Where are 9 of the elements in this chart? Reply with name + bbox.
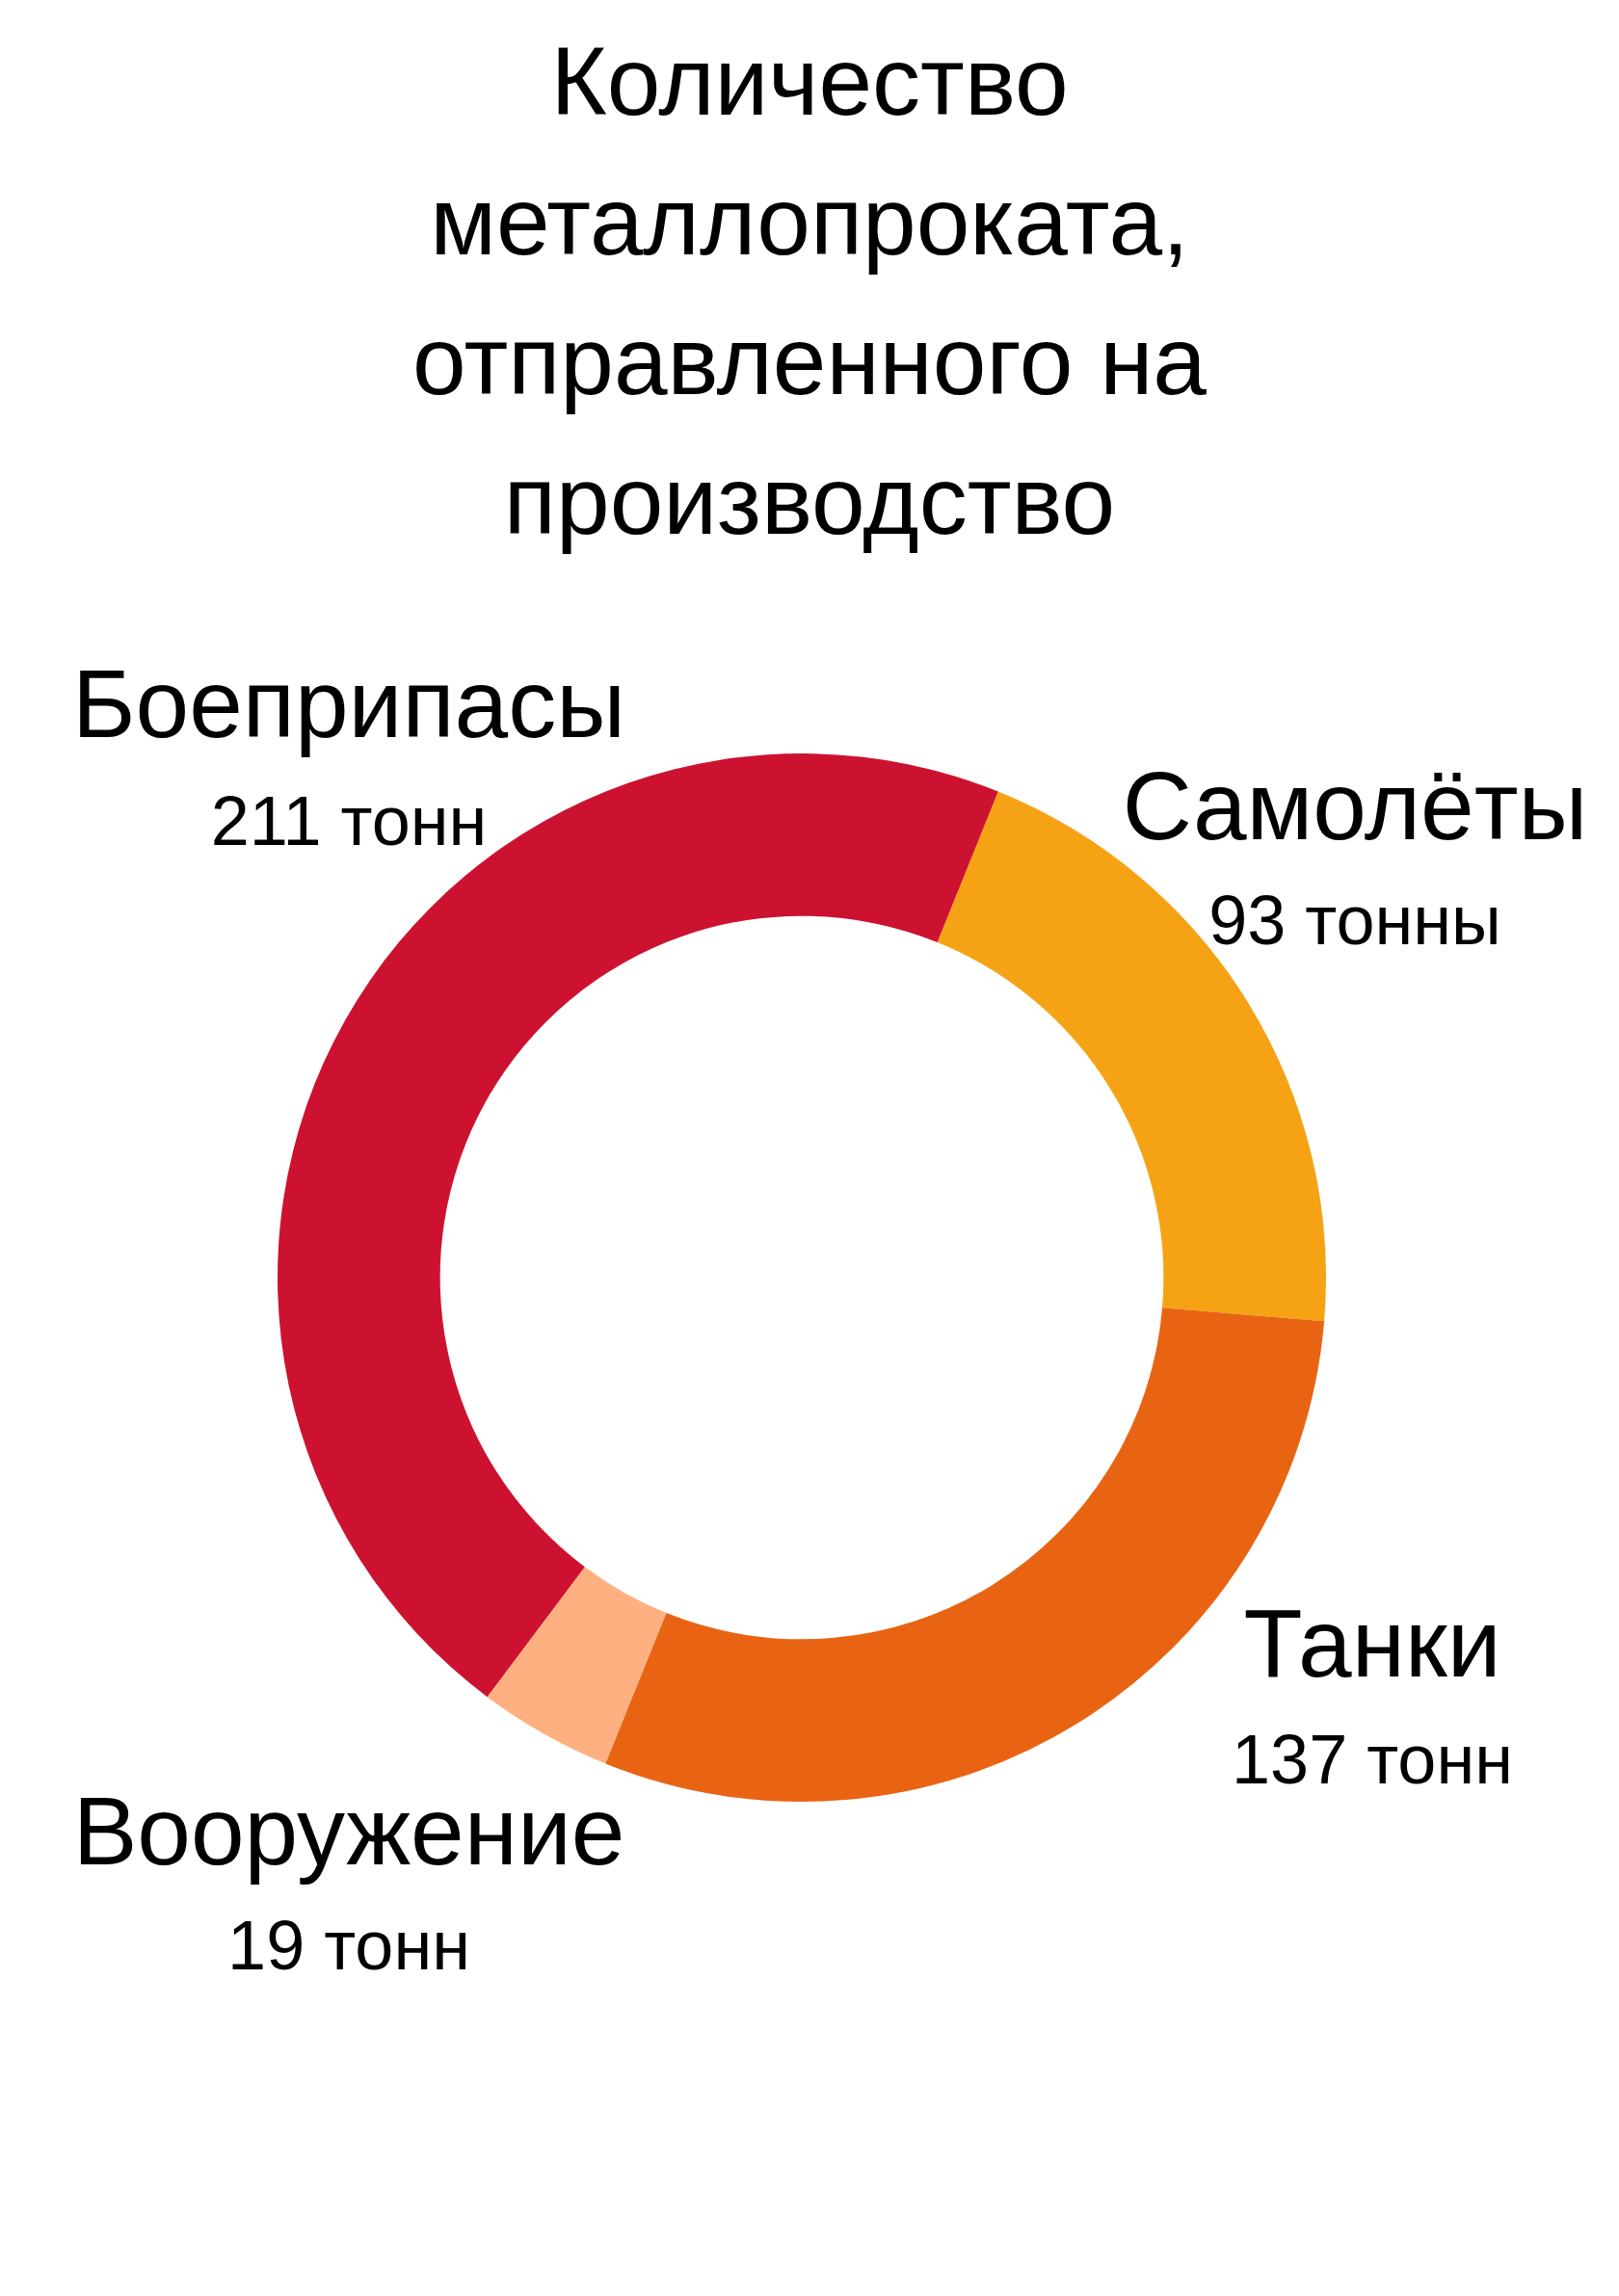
chart-title: Количество металлопроката, отправленного на производство — [411, 26, 1208, 556]
slice-label: Самолёты — [1122, 752, 1588, 859]
data-label: 93 тонны — [1208, 882, 1501, 959]
data-label: 19 тонн — [227, 1907, 470, 1984]
slice-label: Танки — [1243, 1589, 1501, 1697]
data-label: 137 тонн — [1232, 1721, 1513, 1798]
slice-label: Боеприпасы — [71, 649, 626, 757]
slice-label: Вооружение — [72, 1777, 625, 1885]
data-label: 211 тонн — [210, 782, 488, 859]
